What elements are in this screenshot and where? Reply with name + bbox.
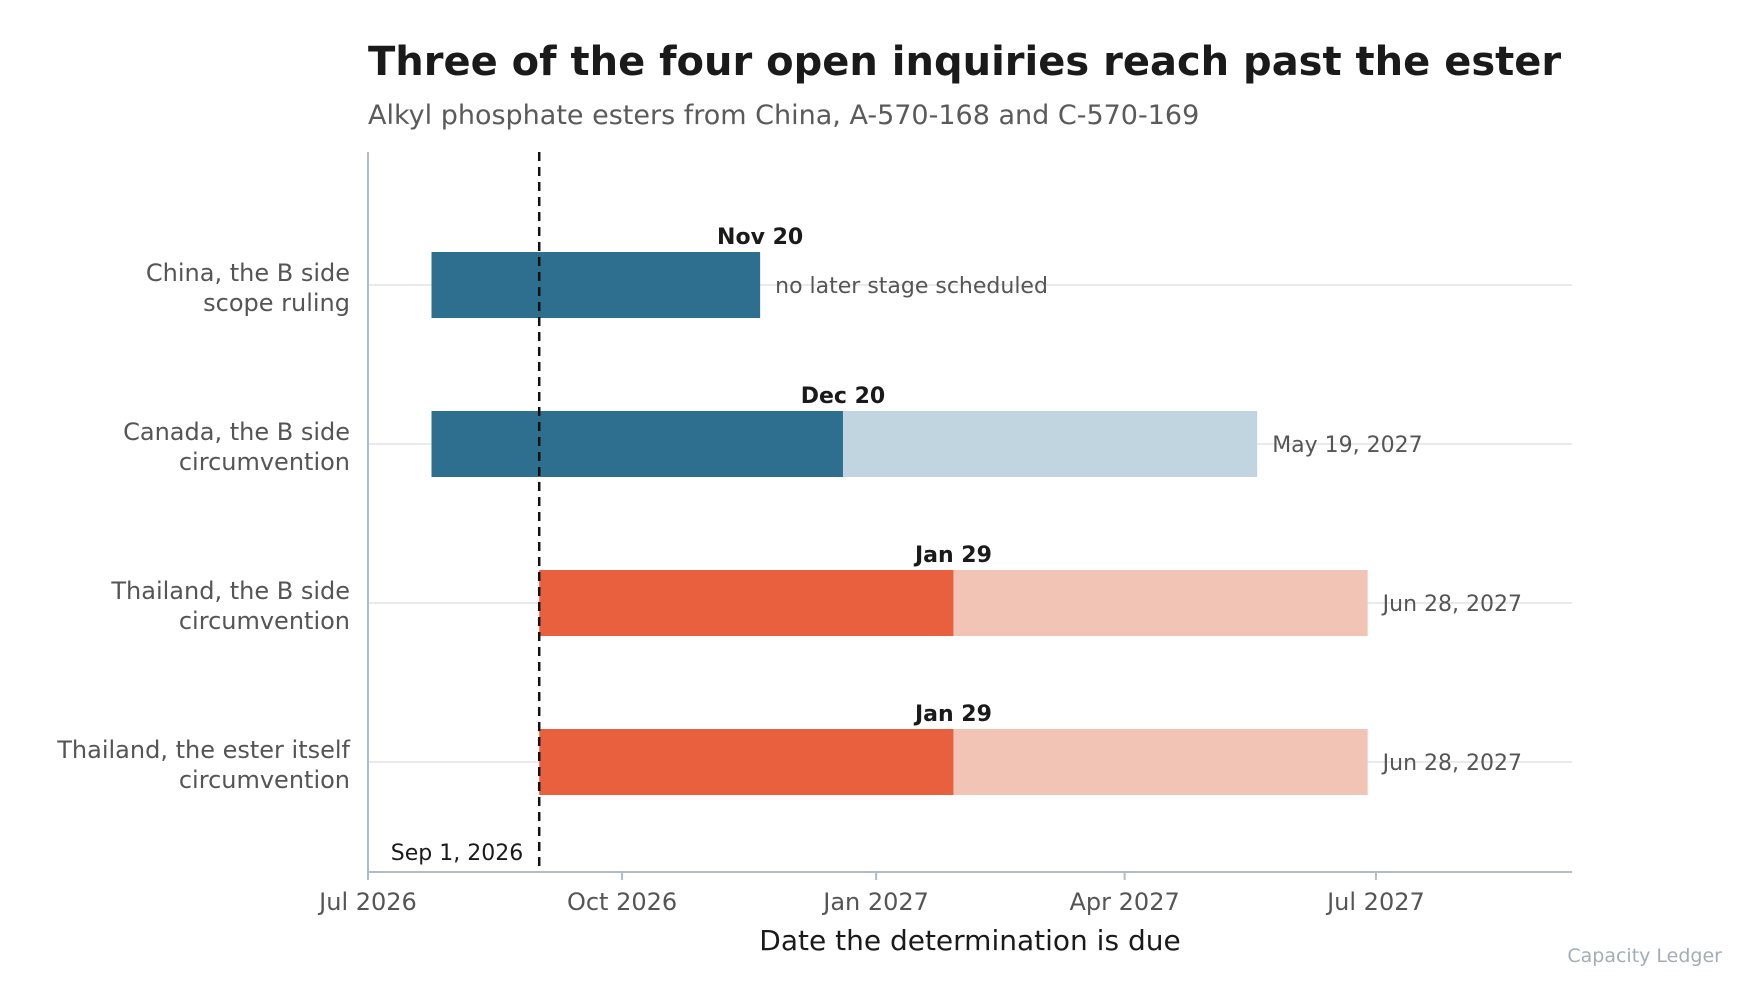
- credit-text: Capacity Ledger: [1567, 945, 1722, 967]
- x-tick-label: Jul 2026: [317, 888, 417, 916]
- x-tick-label: Jul 2027: [1325, 888, 1425, 916]
- stage-date-label: Nov 20: [717, 225, 803, 250]
- x-axis-label: Date the determination is due: [759, 924, 1180, 957]
- bars: [431, 252, 1368, 795]
- later-stage-bar: [953, 729, 1368, 795]
- category-label: China, the B side: [146, 259, 350, 287]
- final-date-label: May 19, 2027: [1272, 433, 1422, 458]
- x-tick-label: Jan 2027: [821, 888, 929, 916]
- category-label: circumvention: [179, 448, 350, 476]
- final-date-label: Jun 28, 2027: [1381, 592, 1522, 617]
- category-label: Thailand, the ester itself: [56, 736, 350, 764]
- category-label: Thailand, the B side: [110, 577, 350, 605]
- reference-line-label: Sep 1, 2026: [391, 841, 523, 866]
- axes: Jul 2026 Oct 2026 Jan 2027 Apr 2027 Jul 2027: [317, 152, 1572, 916]
- category-label: circumvention: [179, 607, 350, 635]
- stage-date-label: Jan 29: [913, 702, 992, 727]
- x-tick-label: Apr 2027: [1070, 888, 1180, 916]
- x-tick-label: Oct 2026: [567, 888, 677, 916]
- current-stage-bar: [539, 729, 954, 795]
- category-label: circumvention: [179, 766, 350, 794]
- chart-title: Three of the four open inquiries reach p…: [368, 39, 1561, 85]
- chart-subtitle: Alkyl phosphate esters from China, A-570…: [368, 100, 1199, 131]
- current-stage-bar: [539, 570, 954, 636]
- stage-date-label: Dec 20: [801, 384, 886, 409]
- current-stage-bar: [431, 411, 843, 477]
- current-stage-bar: [431, 252, 761, 318]
- final-date-label: Jun 28, 2027: [1381, 751, 1522, 776]
- final-date-label: no later stage scheduled: [775, 274, 1048, 299]
- later-stage-bar: [953, 570, 1368, 636]
- gridlines: [368, 284, 1572, 763]
- category-label: Canada, the B side: [123, 418, 350, 446]
- later-stage-bar: [842, 411, 1258, 477]
- stage-date-label: Jan 29: [913, 543, 992, 568]
- category-label: scope ruling: [203, 289, 350, 317]
- labels: Nov 20 no later stage scheduled China, the…: [56, 225, 1522, 866]
